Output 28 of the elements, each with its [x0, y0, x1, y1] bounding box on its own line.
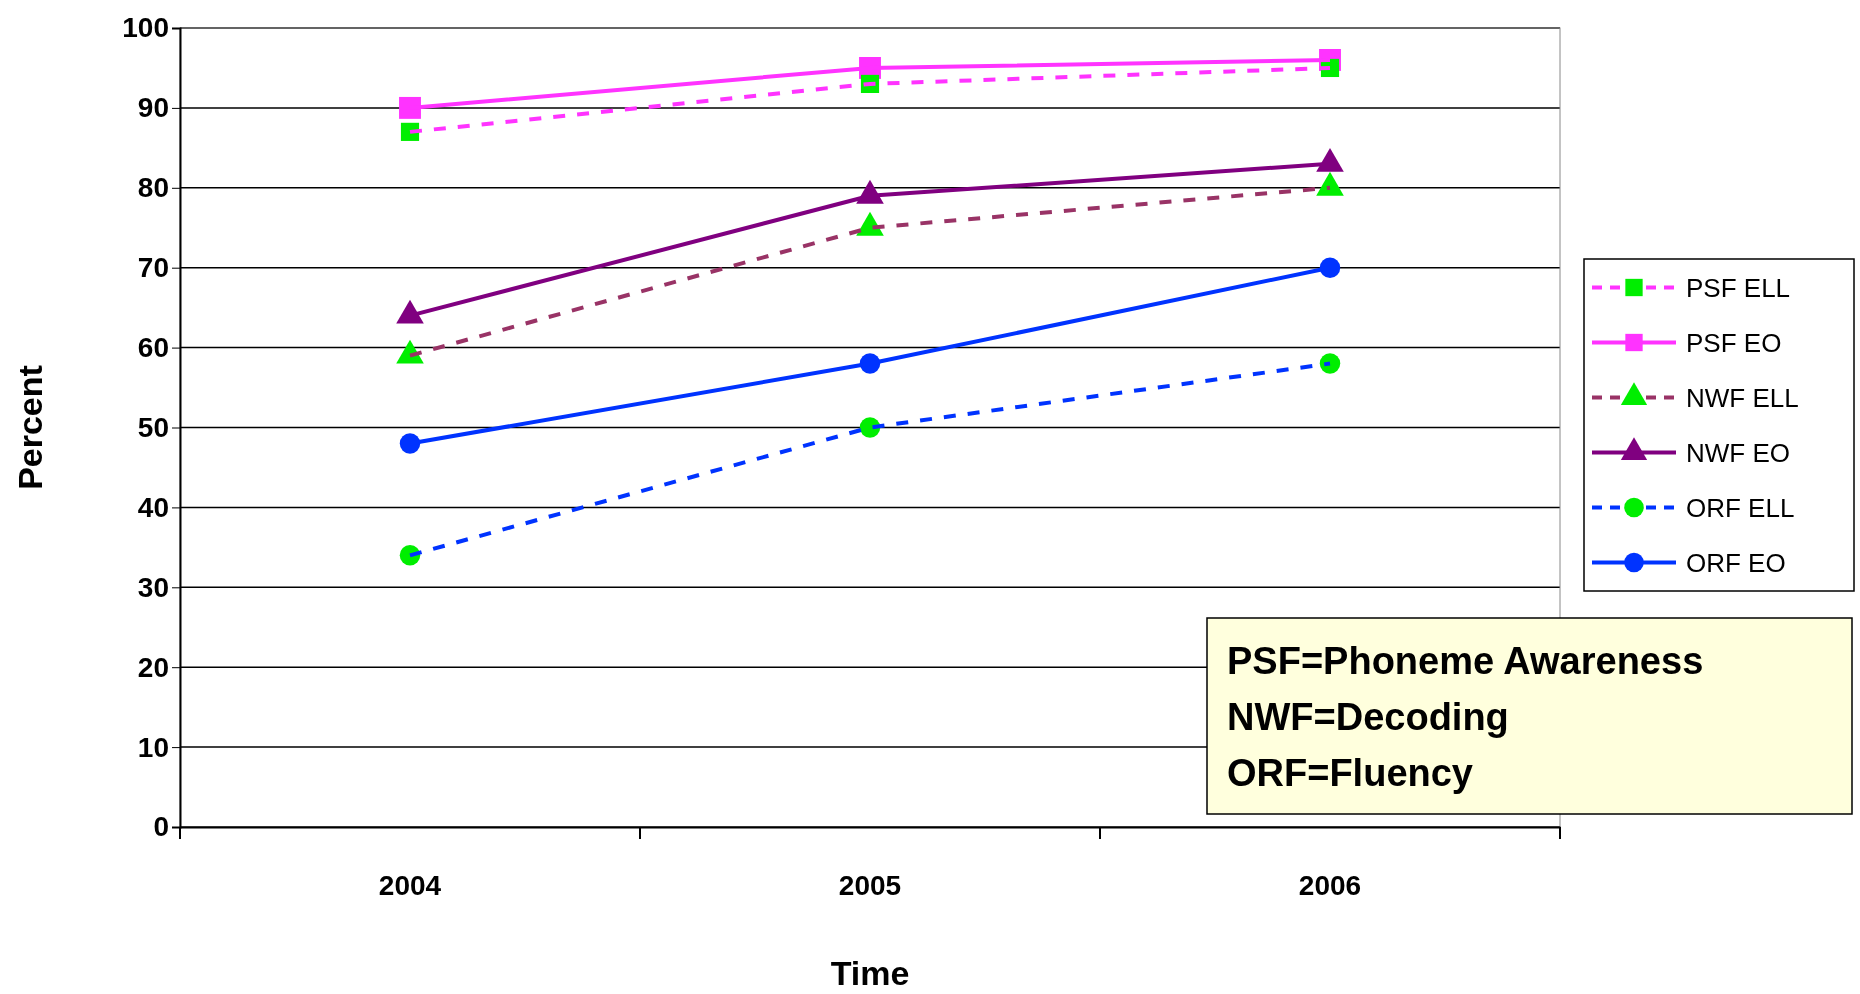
- y-tick-label: 70: [137, 252, 169, 284]
- legend-label: ORF EO: [1686, 547, 1786, 578]
- legend-label: PSF EO: [1686, 327, 1782, 358]
- y-tick-label: 40: [137, 491, 169, 523]
- annotation: ORF=Fluency: [1227, 752, 1473, 794]
- x-tick-label: 2005: [838, 869, 902, 901]
- legend-label: NWF EO: [1686, 437, 1790, 468]
- y-tick-label: 100: [122, 12, 169, 44]
- legend-label: PSF ELL: [1686, 272, 1791, 303]
- y-tick-label: 0: [153, 811, 169, 843]
- x-tick-label: 2006: [1298, 869, 1362, 901]
- x-axis-title: Time: [830, 954, 910, 992]
- legend-label: ORF ELL: [1686, 492, 1795, 523]
- legend-label: NWF ELL: [1686, 382, 1799, 413]
- y-axis-title: Percent: [11, 365, 49, 490]
- y-tick-label: 20: [137, 651, 169, 683]
- y-tick-label: 60: [137, 332, 169, 364]
- y-tick-label: 90: [137, 92, 169, 124]
- x-tick-label: 2004: [378, 869, 442, 901]
- y-tick-label: 50: [137, 411, 169, 443]
- note-box: PSF=Phoneme Awareness NWF=Decoding ORF=Fluency: [1206, 617, 1853, 815]
- y-tick-label: 10: [137, 731, 169, 763]
- point: [1319, 353, 1341, 374]
- y-tick-label: 80: [137, 172, 169, 204]
- annotation: PSF=Phoneme Awareness: [1227, 640, 1704, 682]
- annotation: NWF=Decoding: [1227, 696, 1509, 738]
- y-tick-label: 30: [137, 571, 169, 603]
- point: [399, 96, 421, 119]
